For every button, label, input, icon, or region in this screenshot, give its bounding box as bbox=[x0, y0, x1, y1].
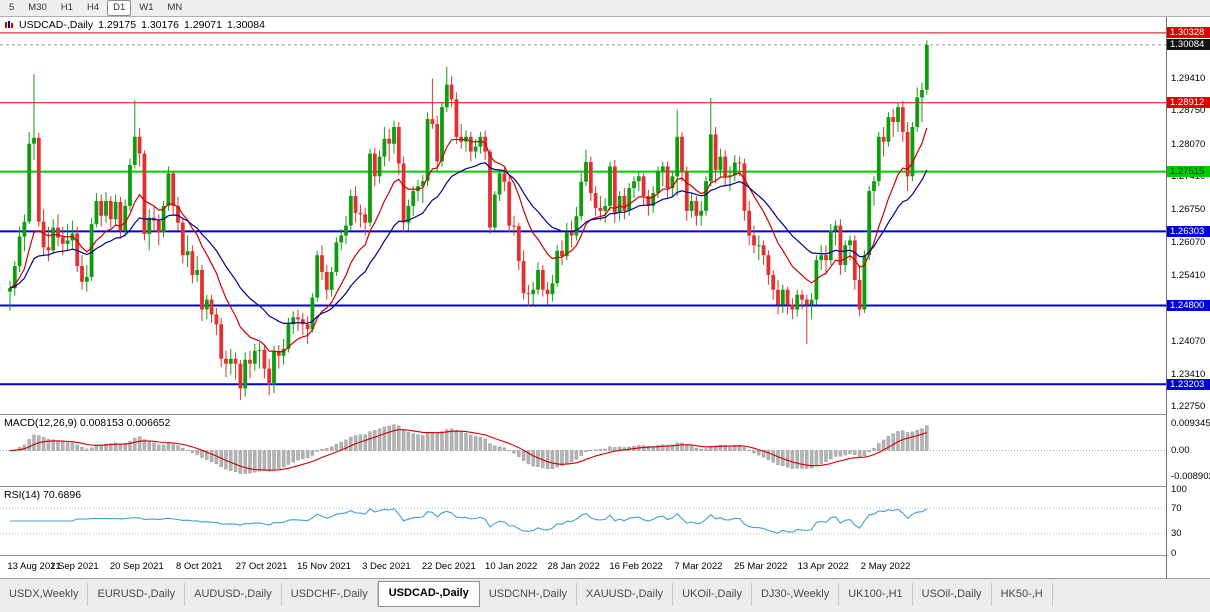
price-chart-panel: USDCAD-,Daily 1.29175 1.30176 1.29071 1.… bbox=[0, 17, 1166, 414]
timeframe-button-w1[interactable]: W1 bbox=[139, 2, 154, 13]
macd-label: MACD(12,26,9) 0.008153 0.006652 bbox=[4, 417, 171, 429]
price-chart-canvas[interactable] bbox=[0, 17, 1166, 414]
ohlc-open: 1.29175 bbox=[98, 19, 137, 31]
timeframe-button-5[interactable]: 5 bbox=[9, 2, 15, 13]
chart-tab-audusd-daily[interactable]: AUDUSD-,Daily bbox=[185, 583, 282, 606]
timeframe-toolbar: 5 M30 H1 H4 D1 W1 MN bbox=[0, 0, 1210, 17]
macd-panel: MACD(12,26,9) 0.008153 0.006652 bbox=[0, 415, 1166, 486]
panel-divider[interactable] bbox=[0, 414, 1210, 415]
chart-tab-uk100-h1[interactable]: UK100-,H1 bbox=[839, 583, 913, 606]
price-level-badge: 1.24800 bbox=[1167, 300, 1210, 311]
rsi-tick-label: 30 bbox=[1171, 528, 1182, 539]
rsi-tick-label: 70 bbox=[1171, 503, 1182, 514]
timeframe-button-h1[interactable]: H1 bbox=[60, 2, 73, 13]
price-tick-label: 1.28750 bbox=[1171, 105, 1206, 116]
current-price-badge: 1.30084 bbox=[1167, 39, 1210, 50]
macd-tick-label: -0.008902 bbox=[1171, 471, 1210, 482]
price-tick-label: 1.29410 bbox=[1171, 73, 1206, 84]
panel-divider[interactable] bbox=[0, 486, 1210, 487]
price-axis[interactable]: 1.294101.287501.280701.274101.267501.260… bbox=[1166, 17, 1210, 578]
chart-tab-usdx-weekly[interactable]: USDX,Weekly bbox=[0, 583, 89, 606]
price-level-badge: 1.30328 bbox=[1167, 27, 1210, 38]
price-tick-label: 1.25410 bbox=[1171, 270, 1206, 281]
date-label: 22 Dec 2021 bbox=[421, 561, 476, 572]
chart-tab-usdcad-daily[interactable]: USDCAD-,Daily bbox=[377, 581, 480, 607]
rsi-canvas[interactable] bbox=[0, 487, 1166, 555]
price-tick-label: 1.28070 bbox=[1171, 139, 1206, 150]
date-label: 13 Apr 2022 bbox=[797, 561, 849, 572]
price-level-badge: 1.26303 bbox=[1167, 226, 1210, 237]
time-axis[interactable]: 13 Aug 2021 1 Sep 2021 20 Sep 2021 8 Oct 20… bbox=[0, 556, 1166, 578]
price-level-badge: 1.27515 bbox=[1167, 166, 1210, 177]
price-level-badge: 1.28912 bbox=[1167, 97, 1210, 108]
date-label: 28 Jan 2022 bbox=[547, 561, 600, 572]
chart-tab-usdcnh-daily[interactable]: USDCNH-,Daily bbox=[480, 583, 578, 606]
ohlc-low: 1.29071 bbox=[184, 19, 222, 31]
date-label: 1 Sep 2021 bbox=[50, 561, 99, 572]
macd-tick-label: 0.009345 bbox=[1171, 418, 1210, 429]
date-label: 3 Dec 2021 bbox=[362, 561, 411, 572]
panel-divider[interactable] bbox=[0, 555, 1210, 556]
date-label: 7 Mar 2022 bbox=[674, 561, 723, 572]
price-tick-label: 1.22750 bbox=[1171, 401, 1206, 412]
chart-tabs: USDX,Weekly EURUSD-,Daily AUDUSD-,Daily USD… bbox=[0, 578, 1210, 612]
rsi-tick-label: 0 bbox=[1171, 548, 1177, 559]
chart-title-row: USDCAD-,Daily 1.29175 1.30176 1.29071 1.… bbox=[4, 19, 265, 31]
timeframe-button-d1[interactable]: D1 bbox=[107, 0, 132, 16]
date-label: 8 Oct 2021 bbox=[175, 561, 223, 572]
ohlc-high: 1.30176 bbox=[141, 19, 180, 31]
rsi-panel: RSI(14) 70.6896 bbox=[0, 487, 1166, 555]
chart-tab-xauusd-daily[interactable]: XAUUSD-,Daily bbox=[577, 583, 674, 606]
date-label: 16 Feb 2022 bbox=[609, 561, 663, 572]
date-label: 20 Sep 2021 bbox=[109, 561, 164, 572]
price-tick-label: 1.26750 bbox=[1171, 204, 1206, 215]
chart-tab-hk50-h[interactable]: HK50-,H bbox=[992, 583, 1053, 606]
chart-tab-dj30-weekly[interactable]: DJ30-,Weekly bbox=[752, 583, 840, 606]
chart-tab-usoil-daily[interactable]: USOil-,Daily bbox=[913, 583, 992, 606]
date-label: 13 Aug 2021 bbox=[7, 561, 61, 572]
rsi-tick-label: 100 bbox=[1171, 484, 1187, 495]
chart-title: USDCAD-,Daily bbox=[19, 19, 94, 31]
date-label: 10 Jan 2022 bbox=[485, 561, 538, 572]
rsi-label: RSI(14) 70.6896 bbox=[4, 489, 82, 501]
price-tick-label: 1.24070 bbox=[1171, 336, 1206, 347]
date-label: 2 May 2022 bbox=[860, 561, 911, 572]
chart-window-icon bbox=[5, 21, 13, 28]
price-tick-label: 1.23410 bbox=[1171, 369, 1206, 380]
timeframe-button-h4[interactable]: H4 bbox=[86, 2, 100, 13]
date-label: 15 Nov 2021 bbox=[297, 561, 351, 572]
price-tick-label: 1.26070 bbox=[1171, 237, 1206, 248]
date-label: 25 Mar 2022 bbox=[734, 561, 788, 572]
macd-tick-label: 0.00 bbox=[1171, 445, 1190, 456]
timeframe-button-m30[interactable]: M30 bbox=[28, 2, 47, 13]
chart-tab-ukoil-daily[interactable]: UKOil-,Daily bbox=[673, 583, 752, 606]
ohlc-close: 1.30084 bbox=[227, 19, 265, 31]
date-label: 27 Oct 2021 bbox=[235, 561, 288, 572]
timeframe-button-mn[interactable]: MN bbox=[167, 2, 183, 13]
macd-canvas[interactable] bbox=[0, 415, 1166, 486]
chart-tab-usdchf-daily[interactable]: USDCHF-,Daily bbox=[282, 583, 378, 606]
price-level-badge: 1.23203 bbox=[1167, 379, 1210, 390]
chart-tab-eurusd-daily[interactable]: EURUSD-,Daily bbox=[88, 583, 186, 606]
